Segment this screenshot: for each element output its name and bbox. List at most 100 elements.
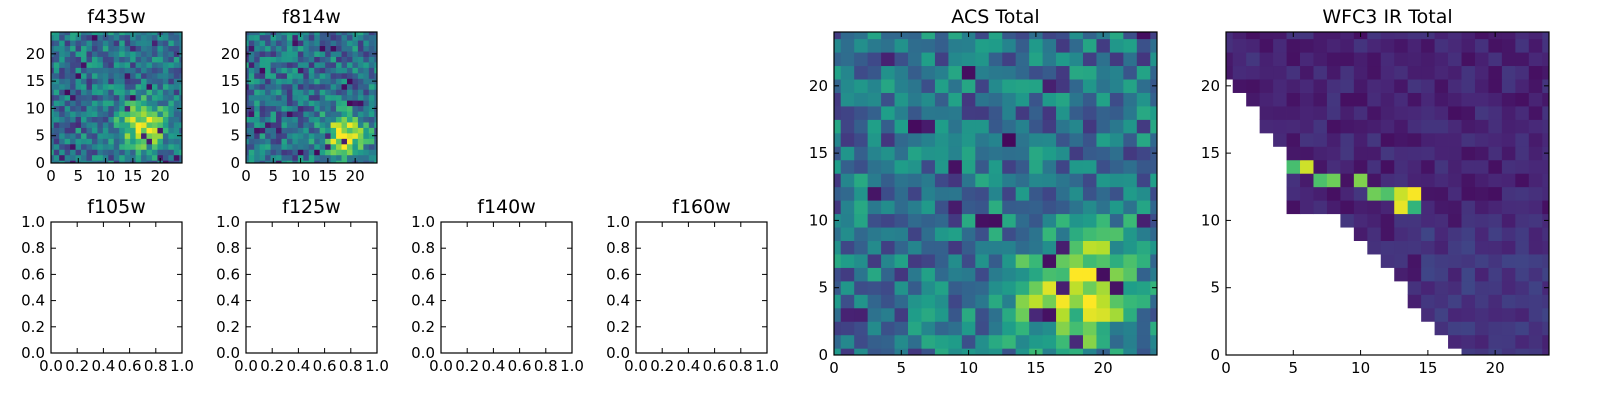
heatmap-cell (91, 143, 98, 150)
heatmap-cell (81, 32, 87, 36)
heatmap-cell (1150, 254, 1158, 268)
heatmap-cell (70, 132, 76, 139)
heatmap-cell (1069, 200, 1084, 215)
y-tick-label: 5 (35, 127, 45, 145)
heatmap-cell (1448, 173, 1462, 188)
heatmap-cell (248, 132, 255, 139)
heatmap-cell (934, 32, 949, 40)
heatmap-cell (86, 122, 93, 128)
heatmap-cell (975, 106, 990, 120)
heatmap-cell (179, 149, 183, 156)
heatmap-cell (91, 51, 98, 57)
y-tick-label: 15 (26, 72, 45, 90)
heatmap-cell (357, 149, 364, 156)
y-tick-label: 20 (26, 45, 45, 63)
heatmap-cell (1448, 106, 1462, 120)
heatmap-cell (363, 72, 370, 79)
heatmap-cell (908, 213, 922, 228)
heatmap-cell (1474, 173, 1489, 188)
heatmap-cell (1286, 146, 1301, 161)
heatmap-cell (1096, 38, 1111, 53)
heatmap-cell (157, 56, 164, 63)
heatmap-cell (102, 89, 109, 96)
heatmap-cell (1515, 280, 1530, 295)
heatmap-cell (1488, 186, 1503, 201)
heatmap-cell (281, 62, 288, 68)
heatmap-cell (91, 127, 98, 134)
heatmap-cell (1353, 119, 1368, 134)
heatmap-cell (988, 240, 1003, 255)
heatmap-cell (368, 34, 375, 41)
heatmap-cell (988, 132, 1003, 147)
heatmap-cell (130, 34, 137, 41)
heatmap-cell (151, 143, 158, 150)
heatmap-cell (834, 227, 842, 242)
heatmap-cell (336, 89, 342, 96)
heatmap-cell (1474, 92, 1489, 107)
heatmap-cell (91, 105, 98, 112)
subplot-title: f435w (87, 6, 146, 28)
heatmap-cell (840, 348, 855, 356)
heatmap-cell (867, 348, 882, 356)
heatmap-cell (1488, 65, 1503, 80)
heatmap-cell (1488, 92, 1503, 107)
heatmap-cell (854, 106, 869, 120)
heatmap-cell (319, 56, 326, 63)
heatmap-cell (1096, 146, 1111, 161)
heatmap-cell (168, 122, 175, 128)
heatmap-cell (1380, 92, 1395, 107)
heatmap-cell (91, 116, 98, 123)
heatmap-cell (368, 67, 375, 74)
heatmap-cell (881, 173, 895, 188)
heatmap-cell (908, 280, 922, 295)
heatmap-cell (1528, 334, 1543, 349)
heatmap-cell (1367, 119, 1382, 134)
heatmap-cell (53, 56, 60, 63)
heatmap-cell (975, 38, 990, 53)
heatmap-cell (81, 83, 87, 90)
heatmap-cell (254, 45, 261, 52)
heatmap-cell (113, 105, 120, 112)
heatmap-cell (179, 111, 183, 118)
heatmap-cell (297, 143, 304, 150)
heatmap-cell (281, 32, 288, 36)
heatmap-cell (281, 149, 288, 156)
heatmap-cell (168, 78, 175, 85)
heatmap-cell (303, 143, 310, 150)
heatmap-cell (352, 122, 359, 128)
heatmap-cell (867, 159, 882, 174)
heatmap-cell (276, 138, 282, 145)
heatmap-cell (259, 83, 266, 90)
heatmap-cell (1474, 32, 1489, 40)
heatmap-cell (151, 78, 158, 85)
heatmap-cell (162, 40, 169, 47)
heatmap-cell (988, 200, 1003, 215)
heatmap-cell (374, 40, 378, 47)
heatmap-cell (357, 160, 364, 164)
x-tick-label: 0.2 (455, 357, 479, 375)
heatmap-cell (146, 154, 153, 161)
heatmap-cell (1029, 106, 1044, 120)
heatmap-cell (59, 78, 66, 85)
heatmap-cell (1286, 119, 1301, 134)
x-tick-label: 1.0 (560, 357, 584, 375)
heatmap-cell (173, 143, 180, 150)
heatmap-cell (894, 106, 909, 120)
heatmap-cell (894, 254, 909, 268)
heatmap-cell (988, 52, 1003, 67)
heatmap-cell (286, 34, 293, 41)
heatmap-cell (1150, 38, 1158, 53)
heatmap-cell (1515, 254, 1530, 268)
heatmap-cell (319, 94, 326, 101)
heatmap-cell (281, 100, 288, 107)
heatmap-cell (908, 334, 922, 349)
heatmap-cell (1488, 267, 1503, 282)
heatmap-cell (975, 92, 990, 107)
heatmap-cell (1056, 294, 1070, 309)
heatmap-cell (173, 138, 180, 145)
heatmap-cell (146, 89, 153, 96)
heatmap-cell (1286, 38, 1301, 53)
heatmap-cell (1380, 254, 1395, 268)
heatmap-cell (319, 116, 326, 123)
heatmap-cell (1501, 240, 1516, 255)
